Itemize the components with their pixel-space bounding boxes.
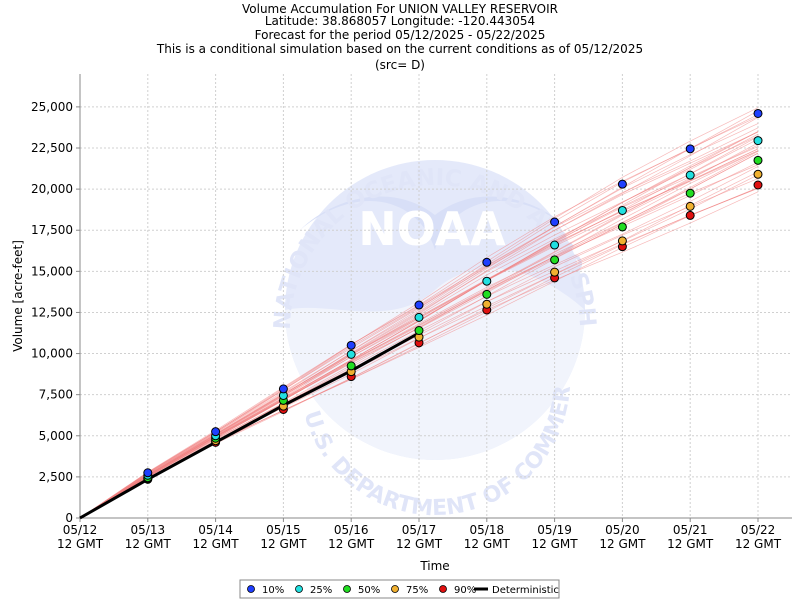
- noaa-center-text: NOAA: [358, 202, 506, 256]
- legend-label: Deterministic: [492, 585, 559, 596]
- x-tick-label: 05/16: [334, 523, 369, 537]
- point-10pct: [482, 257, 492, 267]
- point-10pct: [617, 179, 627, 189]
- x-tick-label: 05/18: [470, 523, 505, 537]
- point-25pct: [617, 205, 627, 215]
- point-90pct: [685, 210, 695, 220]
- y-tick-label: 15,000: [31, 264, 73, 278]
- y-tick-label: 22,500: [31, 141, 73, 155]
- point-75pct: [685, 201, 695, 211]
- x-tick-sublabel: 12 GMT: [735, 537, 782, 551]
- point-25pct: [346, 349, 356, 359]
- title-line-5: (src= D): [375, 58, 425, 72]
- y-tick-label: 0: [65, 511, 73, 525]
- legend-label: 75%: [406, 585, 428, 596]
- ensemble-trace: [79, 152, 759, 519]
- legend-swatch: [247, 585, 255, 593]
- y-axis-label: Volume [acre-feet]: [11, 240, 25, 352]
- point-10pct: [685, 144, 695, 154]
- y-tick-label: 10,000: [31, 347, 73, 361]
- legend-label: 50%: [358, 585, 380, 596]
- legend-label: 10%: [262, 585, 284, 596]
- y-tick-label: 25,000: [31, 100, 73, 114]
- x-tick-sublabel: 12 GMT: [125, 537, 172, 551]
- x-tick-sublabel: 12 GMT: [57, 537, 104, 551]
- x-tick-sublabel: 12 GMT: [667, 537, 714, 551]
- ensemble-trace: [79, 144, 759, 519]
- point-10pct: [550, 217, 560, 227]
- legend-swatch: [343, 585, 351, 593]
- x-tick-label: 05/14: [198, 523, 233, 537]
- ensemble-trace: [79, 123, 759, 519]
- point-75pct: [550, 267, 560, 277]
- title-line-4: This is a conditional simulation based o…: [156, 42, 643, 56]
- y-tick-label: 17,500: [31, 223, 73, 237]
- point-10pct: [211, 427, 221, 437]
- point-50pct: [346, 361, 356, 371]
- title-line-3: Forecast for the period 05/12/2025 - 05/…: [255, 28, 546, 42]
- legend: 10% 25% 50% 75% 90% Deterministic: [239, 579, 560, 599]
- point-75pct: [617, 236, 627, 246]
- title-line-2: Latitude: 38.868057 Longitude: -120.4430…: [265, 14, 535, 28]
- x-tick-label: 05/22: [741, 523, 776, 537]
- y-tick-label: 2,500: [39, 470, 73, 484]
- x-tick-sublabel: 12 GMT: [599, 537, 646, 551]
- x-tick-sublabel: 12 GMT: [260, 537, 307, 551]
- chart-title: Volume Accumulation For UNION VALLEY RES…: [156, 2, 643, 72]
- point-50pct: [482, 289, 492, 299]
- point-10pct: [278, 384, 288, 394]
- point-90pct: [753, 180, 763, 190]
- legend-swatch: [391, 585, 399, 593]
- series-layer: [79, 108, 763, 520]
- point-10pct: [753, 108, 763, 118]
- x-tick-label: 05/21: [673, 523, 708, 537]
- point-25pct: [685, 170, 695, 180]
- point-25pct: [550, 240, 560, 250]
- point-10pct: [143, 468, 153, 478]
- legend-label: 90%: [454, 585, 476, 596]
- legend-swatch: [295, 585, 303, 593]
- legend-box: [239, 579, 560, 599]
- point-25pct: [753, 136, 763, 146]
- legend-label: 25%: [310, 585, 332, 596]
- x-tick-sublabel: 12 GMT: [396, 537, 443, 551]
- point-25pct: [482, 276, 492, 286]
- x-axis-label: Time: [419, 559, 449, 573]
- axes: 0 2,500 5,000 7,500 10,000 12,500 15,000 17,500…: [31, 74, 792, 551]
- point-75pct: [482, 299, 492, 309]
- x-tick-label: 05/17: [402, 523, 437, 537]
- point-50pct: [414, 326, 424, 336]
- x-tick-label: 05/15: [266, 523, 301, 537]
- x-tick-label: 05/12: [63, 523, 98, 537]
- x-tick-label: 05/20: [605, 523, 640, 537]
- x-tick-sublabel: 12 GMT: [193, 537, 240, 551]
- point-10pct: [346, 340, 356, 350]
- y-tick-label: 7,500: [39, 388, 73, 402]
- x-tick-sublabel: 12 GMT: [532, 537, 579, 551]
- x-tick-sublabel: 12 GMT: [464, 537, 511, 551]
- y-tick-label: 20,000: [31, 182, 73, 196]
- point-25pct: [414, 312, 424, 322]
- point-50pct: [753, 155, 763, 165]
- point-75pct: [753, 169, 763, 179]
- point-50pct: [685, 188, 695, 198]
- x-tick-sublabel: 12 GMT: [328, 537, 375, 551]
- point-10pct: [414, 300, 424, 310]
- ensemble-trace: [79, 133, 759, 519]
- y-tick-label: 12,500: [31, 305, 73, 319]
- legend-swatch: [439, 585, 447, 593]
- deterministic-line: [79, 331, 420, 520]
- y-tick-label: 5,000: [39, 429, 73, 443]
- x-tick-label: 05/19: [537, 523, 572, 537]
- x-tick-label: 05/13: [131, 523, 166, 537]
- point-50pct: [617, 222, 627, 232]
- title-line-1: Volume Accumulation For UNION VALLEY RES…: [242, 2, 558, 16]
- point-50pct: [550, 255, 560, 265]
